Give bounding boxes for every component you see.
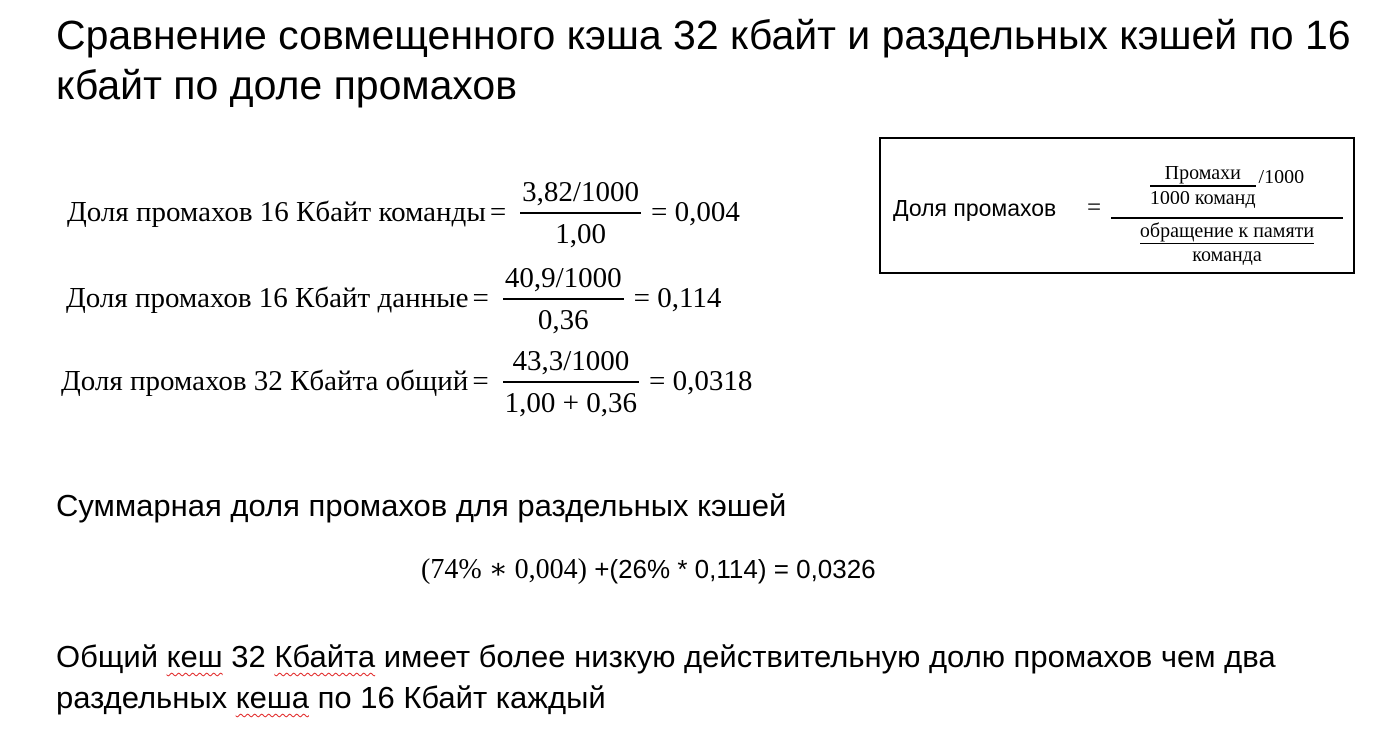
fraction: 3,82/1000 1,00 <box>520 176 641 250</box>
formula-result: = 0,004 <box>650 196 740 229</box>
fraction: 40,9/1000 0,36 <box>502 262 624 336</box>
fraction-bar <box>520 212 641 214</box>
conclusion-part: имеет более низкую действительную долю п… <box>56 639 1276 715</box>
calc-math-part: (74% ∗ 0,004) <box>421 554 588 585</box>
spellcheck-word: Кбайта <box>274 639 376 674</box>
definition-fraction: Промахи 1000 команд /1000 обращение к па… <box>1111 157 1343 266</box>
fraction-bar <box>502 298 624 300</box>
formula-label: Доля промахов 16 Кбайт данные <box>66 282 469 315</box>
summary-heading: Суммарная доля промахов для раздельных к… <box>56 488 787 523</box>
conclusion-part: Общий <box>56 639 167 674</box>
summary-calculation: (74% ∗ 0,004) +(26% * 0,114) = 0,0326 <box>421 552 876 586</box>
fraction-numerator: Промахи <box>1164 162 1241 185</box>
formula-label: Доля промахов 32 Кбайта общий <box>61 365 469 398</box>
fraction-denominator: 1000 команд <box>1149 186 1256 209</box>
slide-title: Сравнение совмещенного кэша 32 кбайт и р… <box>56 12 1351 108</box>
fraction-denominator: команда <box>1192 243 1262 266</box>
formula-result: = 0,0318 <box>649 365 753 398</box>
conclusion-part: 32 <box>222 639 275 674</box>
fraction-denominator: 1,00 + 0,36 <box>504 386 638 419</box>
misses-per-1000-fraction: Промахи 1000 команд <box>1149 162 1256 209</box>
per-1000-suffix: /1000 <box>1258 165 1305 188</box>
fraction-numerator: 3,82/1000 <box>522 176 639 208</box>
fraction-denominator: 0,36 <box>537 303 589 336</box>
spellcheck-word: кеша <box>235 680 309 715</box>
conclusion-part: по 16 Кбайт каждый <box>308 680 606 715</box>
formula-instructions: Доля промахов 16 Кбайт команды = 3,82/10… <box>67 176 740 250</box>
fraction-numerator: 40,9/1000 <box>504 262 622 294</box>
equals-sign: = <box>472 282 489 315</box>
equals-sign: = <box>1087 194 1102 221</box>
formula-unified: Доля промахов 32 Кбайта общий = 43,3/100… <box>61 345 752 419</box>
conclusion-text: Общий кеш 32 Кбайта имеет более низкую д… <box>56 636 1356 718</box>
fraction: 43,3/1000 1,00 + 0,36 <box>502 345 640 419</box>
fraction-bar <box>502 381 640 383</box>
fraction-bar <box>1149 185 1256 187</box>
calc-text-part: +(26% * 0,114) = 0,0326 <box>587 554 876 584</box>
fraction-bar <box>1111 217 1343 219</box>
formula-data: Доля промахов 16 Кбайт данные = 40,9/100… <box>66 262 721 336</box>
fraction-denominator: 1,00 <box>555 217 606 250</box>
spellcheck-word: кеш <box>166 639 223 674</box>
formula-result: = 0,114 <box>633 282 722 315</box>
fraction-numerator: 43,3/1000 <box>512 345 630 377</box>
definition-numerator: Промахи 1000 команд /1000 <box>1149 157 1305 215</box>
definition-label: Доля промахов <box>893 195 1057 221</box>
formula-label: Доля промахов 16 Кбайт команды <box>67 196 486 229</box>
fraction-bar <box>1139 242 1315 244</box>
equals-sign: = <box>472 365 489 398</box>
fraction-numerator: обращение к памяти <box>1139 219 1315 242</box>
equals-sign: = <box>489 196 507 229</box>
accesses-per-instruction-fraction: обращение к памяти команда <box>1139 219 1315 266</box>
definition-box: Доля промахов = Промахи 1000 команд /100… <box>879 137 1355 274</box>
